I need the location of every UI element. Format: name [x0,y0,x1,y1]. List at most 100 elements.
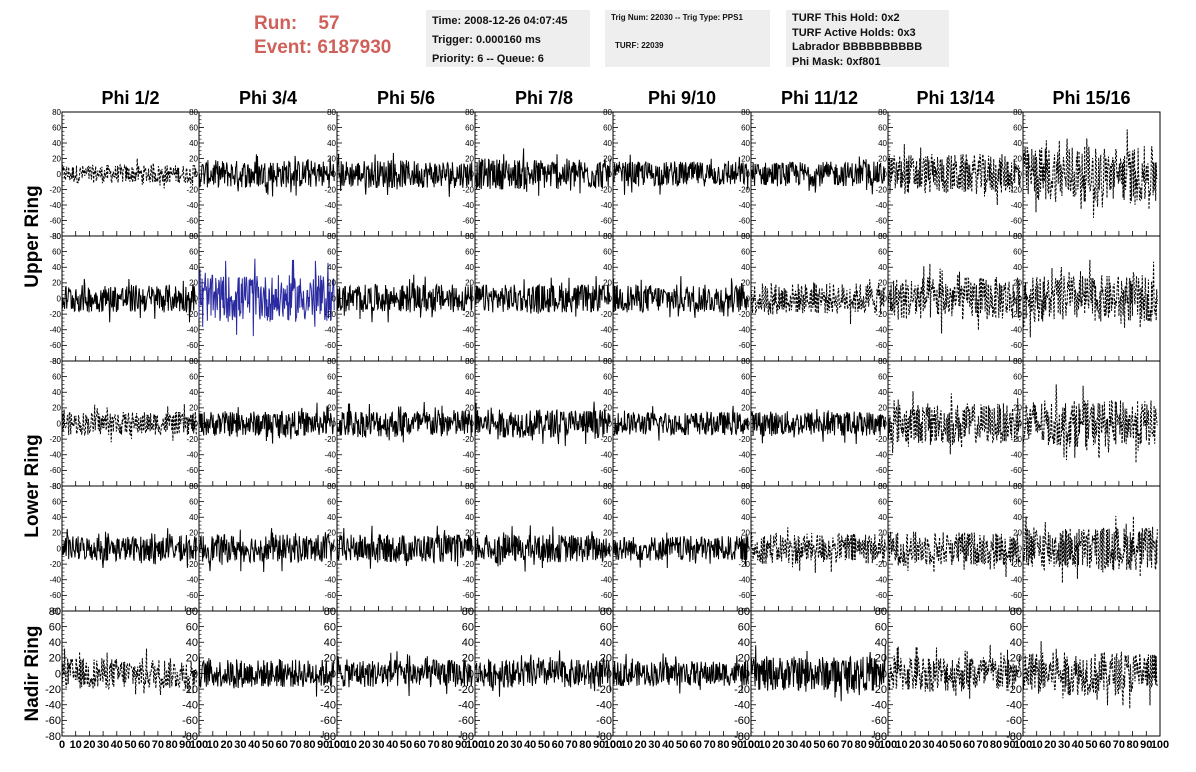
y-tick-label: 40 [1010,637,1022,649]
y-tick-label: -20 [1010,310,1022,319]
y-tick-label: 60 [189,372,198,381]
y-tick-label: 40 [327,139,336,148]
y-tick-label: 80 [878,108,887,117]
y-tick-label: 40 [878,388,887,397]
panel-frame [750,235,889,362]
y-tick-label: 40 [741,263,750,272]
waveform-trace [750,409,886,445]
run-label: Run: [254,13,298,34]
y-tick-label: 0 [1018,419,1023,428]
x-tick-label: 100 [466,739,484,751]
y-tick-label: 60 [465,123,474,132]
waveform-trace [61,648,197,696]
x-tick-label: 50 [124,739,136,751]
y-tick-label: -20 [324,560,336,569]
y-tick-label: -20 [596,684,612,696]
y-tick-label: 0 [57,544,62,553]
y-tick-label: 0 [57,419,62,428]
waveform-trace [1022,129,1158,218]
x-tick-label: 20 [772,739,784,751]
x-tick-label: 80 [441,739,453,751]
waveform-trace [336,152,473,197]
column-header: Phi 9/10 [648,88,716,108]
y-tick-label: 40 [741,513,750,522]
y-tick-label: -20 [738,310,750,319]
y-tick-label: 60 [603,247,612,256]
y-tick-label: 80 [465,482,474,491]
x-tick-label: 60 [963,739,975,751]
y-tick-label: 20 [327,404,336,413]
y-tick-label: -20 [462,310,474,319]
x-tick-label: 40 [1072,739,1084,751]
x-tick-label: 40 [936,739,948,751]
y-tick-label: 0 [883,294,888,303]
waveform-trace [198,402,335,444]
y-tick-label: 80 [603,357,612,366]
y-tick-label: 0 [881,668,887,680]
y-tick-label: 40 [878,139,887,148]
y-tick-label: 20 [603,529,612,538]
y-tick-label: -20 [462,435,474,444]
y-tick-label: 40 [1013,263,1022,272]
y-tick-label: 20 [327,529,336,538]
x-tick-label: 20 [634,739,646,751]
y-tick-label: 60 [1013,123,1022,132]
turf-text: TURF: 22039 [615,41,664,50]
y-tick-label: 80 [186,606,198,618]
y-tick-label: -20 [324,185,336,194]
y-tick-label: 60 [52,497,61,506]
y-tick-label: -40 [45,700,61,712]
y-tick-label: 0 [55,668,61,680]
y-tick-label: -40 [1010,201,1022,210]
y-tick-label: -40 [600,326,612,335]
y-tick-label: -20 [49,185,61,194]
y-tick-label: 0 [608,170,613,179]
y-tick-label: 0 [468,668,474,680]
priority-text: Priority: 6 -- Queue: 6 [432,53,544,65]
waveform-trace [474,650,611,697]
phi-mask-text: Phi Mask: 0xf801 [792,55,881,68]
run-value: 57 [318,13,340,34]
column-header: Phi 5/6 [377,88,435,108]
y-tick-label: 20 [1010,653,1022,665]
y-tick-label: 80 [52,232,61,241]
x-tick-label: 80 [165,739,177,751]
y-tick-label: 20 [186,653,198,665]
waveform-trace [198,528,335,573]
y-tick-label: 40 [741,139,750,148]
x-tick-label: 90 [317,739,329,751]
x-tick-label: 90 [179,739,191,751]
y-tick-label: -40 [462,576,474,585]
y-tick-label: 40 [603,513,612,522]
panel-frame [1022,610,1161,737]
y-tick-label: 60 [465,372,474,381]
y-tick-label: -60 [600,466,612,475]
y-tick-label: 60 [878,372,887,381]
y-tick-label: 0 [194,419,199,428]
y-tick-label: 80 [1013,108,1022,117]
y-tick-label: 0 [194,544,199,553]
y-tick-label: -40 [49,576,61,585]
y-tick-label: 60 [738,621,750,633]
y-tick-label: 20 [1013,529,1022,538]
x-tick-label: 50 [813,739,825,751]
column-header: Phi 1/2 [101,88,159,108]
x-tick-label: 60 [1099,739,1111,751]
x-tick-label: 70 [152,739,164,751]
x-tick-label: 100 [328,739,346,751]
y-tick-label: -20 [600,185,612,194]
y-tick-label: 0 [57,294,62,303]
y-tick-label: 40 [52,263,61,272]
column-header: Phi 3/4 [239,88,297,108]
y-tick-label: 20 [738,653,750,665]
y-tick-label: 20 [327,154,336,163]
y-tick-label: 60 [327,497,336,506]
x-tick-label: 60 [276,739,288,751]
y-tick-label: -40 [596,700,612,712]
y-tick-label: 80 [52,108,61,117]
panel-frame [61,610,200,737]
waveform-trace [887,531,1021,578]
y-tick-label: 80 [1013,357,1022,366]
y-tick-label: -60 [1010,591,1022,600]
y-tick-label: -60 [320,715,336,727]
